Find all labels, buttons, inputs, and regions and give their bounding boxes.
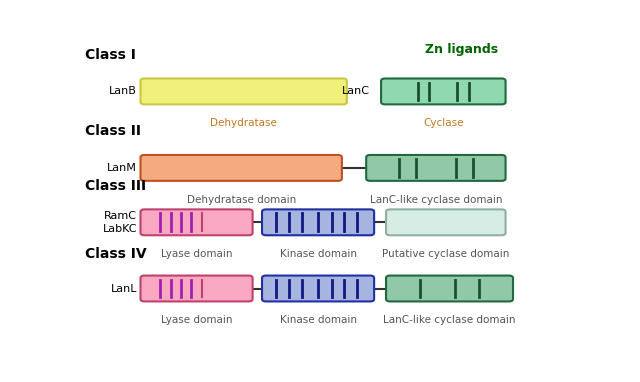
Text: Lyase domain: Lyase domain [161,315,232,325]
FancyBboxPatch shape [262,275,374,301]
FancyBboxPatch shape [141,209,253,235]
Text: Dehydratase domain: Dehydratase domain [187,195,296,205]
Text: LanC: LanC [342,86,370,96]
FancyBboxPatch shape [141,155,342,181]
Text: Kinase domain: Kinase domain [280,249,356,259]
Text: Zn ligands: Zn ligands [426,43,499,56]
Text: LanB: LanB [109,86,137,96]
FancyBboxPatch shape [141,275,253,301]
FancyBboxPatch shape [386,209,506,235]
Text: LanM: LanM [107,163,137,173]
Text: Kinase domain: Kinase domain [280,315,356,325]
Text: Class III: Class III [85,179,146,193]
FancyBboxPatch shape [366,155,506,181]
Text: Class I: Class I [85,48,136,62]
Text: Dehydratase: Dehydratase [211,118,277,128]
FancyBboxPatch shape [381,78,506,104]
Text: Class II: Class II [85,125,141,139]
Text: LanC-like cyclase domain: LanC-like cyclase domain [370,195,502,205]
Text: LanL: LanL [111,283,137,293]
Text: Class IV: Class IV [85,246,147,261]
FancyBboxPatch shape [262,209,374,235]
Text: Cyclase: Cyclase [423,118,463,128]
Text: Lyase domain: Lyase domain [161,249,232,259]
Text: Putative cyclase domain: Putative cyclase domain [382,249,509,259]
FancyBboxPatch shape [386,275,513,301]
Text: RamC
LabKC: RamC LabKC [102,211,137,233]
Text: LanC-like cyclase domain: LanC-like cyclase domain [383,315,516,325]
FancyBboxPatch shape [141,78,347,104]
